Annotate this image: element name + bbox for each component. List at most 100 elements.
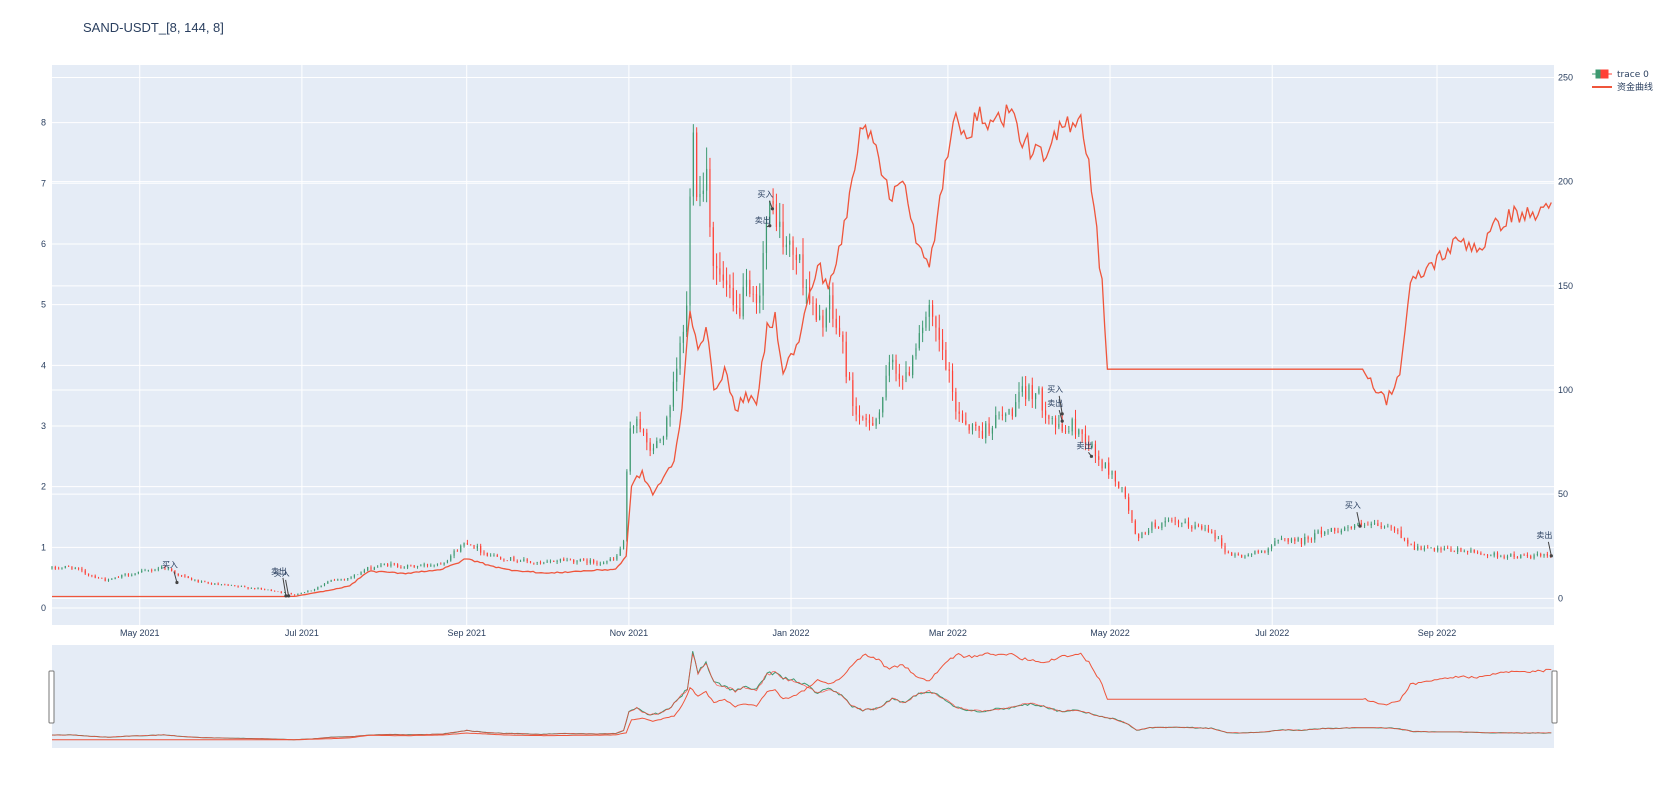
candle [569, 558, 571, 561]
candle [1264, 550, 1266, 554]
candle [765, 216, 768, 270]
candle-body [868, 419, 871, 424]
x-tick-label: Jul 2022 [1255, 628, 1289, 638]
legend-item-trace0[interactable]: trace 0 [1592, 69, 1649, 80]
annotation-point [1358, 524, 1362, 528]
candle-body [1008, 409, 1010, 415]
candle [1251, 553, 1253, 558]
candle [124, 573, 126, 577]
candle [835, 308, 837, 335]
candle [672, 371, 675, 411]
candle [1397, 528, 1399, 535]
candle [898, 363, 900, 387]
candle-body [686, 305, 688, 332]
candle-body [51, 567, 53, 569]
candle-body [416, 565, 419, 567]
candle [350, 576, 352, 580]
candle [1290, 537, 1293, 544]
candle-body [1377, 523, 1379, 526]
candle-body [151, 570, 153, 571]
candle [247, 587, 249, 590]
candle [167, 566, 169, 571]
candle [961, 410, 964, 423]
candle-body [762, 252, 764, 296]
annotation-label: 买入 [1345, 501, 1361, 510]
candle-body [1400, 530, 1402, 539]
y-right-tick-label: 250 [1558, 73, 1573, 83]
candle [1041, 386, 1043, 418]
candle-body [951, 370, 954, 392]
candle-body [1114, 470, 1116, 482]
candle-body [812, 302, 814, 304]
candle [931, 300, 934, 327]
candle [536, 561, 538, 565]
candle [207, 581, 209, 585]
candle-body [1367, 524, 1369, 526]
candle [1383, 525, 1386, 529]
candle-body [127, 574, 130, 576]
rangeslider-handle-left[interactable] [48, 670, 55, 724]
candle [762, 241, 764, 310]
candle-body [1453, 551, 1455, 553]
candle [373, 566, 375, 571]
chart-title: SAND-USDT_[8, 144, 8] [83, 20, 224, 35]
candle [1304, 533, 1306, 546]
legend-item-equity[interactable]: 资金曲线 [1592, 81, 1653, 93]
candle-body [343, 579, 346, 580]
candle [1334, 527, 1336, 534]
candle [1320, 526, 1322, 538]
candle [237, 585, 239, 588]
candle-body [765, 223, 768, 253]
candle [284, 591, 286, 594]
candle-body [991, 428, 994, 434]
candle-body [476, 545, 478, 549]
candle-body [652, 448, 655, 451]
candle-body [1221, 538, 1223, 546]
candle-body [171, 568, 173, 571]
candle-body [1041, 388, 1043, 411]
candle [1317, 529, 1319, 535]
candle [676, 357, 678, 392]
candle [1154, 519, 1156, 529]
candle [875, 417, 877, 429]
candle-body [922, 327, 924, 334]
candle [1546, 551, 1548, 558]
candle-body [387, 564, 389, 566]
candle [985, 421, 987, 444]
candle [1430, 546, 1432, 549]
candle [254, 587, 256, 590]
candle-body [872, 423, 874, 426]
candle [689, 188, 691, 319]
candle [423, 562, 425, 568]
candle-body [97, 577, 100, 579]
candle [387, 563, 389, 567]
candle-body [892, 359, 894, 363]
candle [789, 233, 791, 257]
candle-body [523, 559, 525, 561]
candle-body [483, 552, 485, 554]
candle [227, 583, 229, 586]
x-tick-label: Nov 2021 [610, 628, 649, 638]
candle-body [210, 583, 213, 585]
candle [403, 566, 405, 569]
annotation-label: 买入 [162, 561, 178, 570]
candle [473, 544, 475, 549]
candle-body [785, 244, 787, 248]
candle-body [450, 555, 452, 561]
candle [981, 422, 984, 440]
candle [513, 555, 515, 562]
candle [117, 576, 120, 578]
candle [1267, 547, 1269, 555]
candle [433, 564, 435, 568]
rangeslider-handle-right[interactable] [1551, 670, 1558, 724]
annotation-label: 卖出 [1076, 440, 1092, 450]
candle [958, 401, 960, 422]
candle [935, 315, 937, 342]
candle-body [988, 423, 990, 434]
candle [1437, 545, 1439, 553]
candle-body [792, 240, 794, 255]
candle-body [496, 555, 498, 557]
candle-body [1044, 410, 1047, 416]
candle-body [1274, 541, 1276, 546]
candle [659, 438, 661, 444]
